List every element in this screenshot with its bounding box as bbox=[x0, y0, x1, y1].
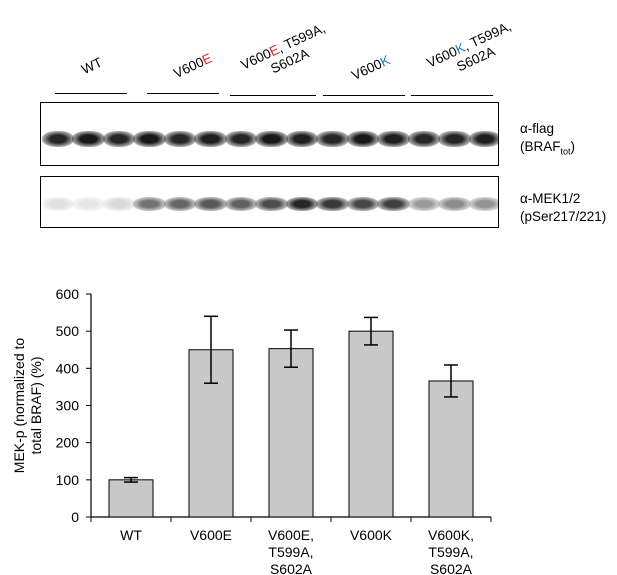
x-tick-label: WT bbox=[120, 527, 142, 543]
flag-target: (BRAFtot) bbox=[520, 139, 576, 157]
mek-band bbox=[133, 197, 166, 211]
flag-band bbox=[133, 131, 166, 147]
flag-band bbox=[407, 131, 441, 147]
y-tick-label: 500 bbox=[56, 323, 80, 339]
flag-band bbox=[316, 131, 349, 147]
mek-band bbox=[316, 197, 349, 211]
mek-band bbox=[255, 197, 288, 211]
x-tick-label: V600K, bbox=[428, 527, 474, 543]
mek-band bbox=[285, 197, 319, 211]
flag-band bbox=[42, 131, 75, 147]
mek-antibody: α-MEK1/2 bbox=[520, 191, 581, 206]
mek-band bbox=[407, 197, 441, 211]
lane-label-0: WT bbox=[79, 55, 105, 78]
lane-line-wt bbox=[55, 93, 127, 95]
lane-label-2: V600E, T599A, S602A bbox=[238, 20, 328, 77]
mek-label: α-MEK1/2 (pSer217/221) bbox=[520, 190, 606, 226]
mek-blot-strip bbox=[40, 176, 499, 228]
flag-band bbox=[346, 131, 380, 147]
y-tick-label: 0 bbox=[71, 509, 79, 525]
y-tick-label: 400 bbox=[56, 360, 80, 376]
flag-band bbox=[285, 131, 319, 147]
y-tick-label: 100 bbox=[56, 472, 80, 488]
x-tick-label: V600E bbox=[190, 527, 232, 543]
lane-label-1: V600E bbox=[171, 50, 215, 82]
lane-line-v600e-t599a-s602a bbox=[230, 95, 316, 97]
lane-line-v600k bbox=[323, 95, 405, 97]
flag-band bbox=[194, 131, 227, 147]
y-axis-label-line1: MEK-p (normalized to bbox=[11, 338, 27, 474]
y-tick-label: 300 bbox=[56, 398, 80, 414]
mek-band bbox=[468, 197, 498, 211]
x-tick-label: V600K bbox=[350, 527, 393, 543]
flag-band bbox=[438, 131, 471, 147]
lane-label-3: V600K bbox=[349, 52, 393, 84]
mek-band bbox=[163, 197, 197, 211]
flag-band bbox=[468, 131, 498, 147]
y-axis-label-line2: total BRAF) (%) bbox=[28, 356, 44, 454]
bar bbox=[268, 348, 314, 518]
mek-band bbox=[102, 197, 136, 211]
lane-label-4: V600K, T599A, S602A bbox=[424, 18, 514, 75]
flag-band bbox=[72, 131, 105, 147]
lane-label-0-part-0: WT bbox=[79, 54, 105, 78]
mek-band bbox=[377, 197, 410, 211]
lane-line-v600e bbox=[147, 93, 219, 95]
flag-antibody: α-flag bbox=[520, 121, 555, 136]
flag-band bbox=[377, 131, 410, 147]
flag-band bbox=[255, 131, 288, 147]
y-tick-label: 600 bbox=[56, 286, 80, 302]
lane-line-v600k-t599a-s602a bbox=[411, 95, 493, 97]
mek-band bbox=[224, 197, 258, 211]
flag-band bbox=[224, 131, 258, 147]
mek-band bbox=[194, 197, 227, 211]
flag-band bbox=[102, 131, 136, 147]
flag-label: α-flag (BRAFtot) bbox=[520, 120, 575, 161]
x-tick-label: V600E, bbox=[268, 527, 314, 543]
x-tick-label: T599A, bbox=[268, 544, 313, 560]
x-tick-label: T599A, bbox=[428, 544, 473, 560]
x-tick-label: S602A bbox=[270, 561, 313, 575]
bar bbox=[348, 330, 394, 518]
mek-target: (pSer217/221) bbox=[520, 209, 607, 224]
mek-band bbox=[438, 197, 471, 211]
y-tick-label: 200 bbox=[56, 435, 80, 451]
mek-band bbox=[72, 197, 105, 211]
flag-band bbox=[163, 131, 197, 147]
bar bbox=[428, 380, 474, 518]
x-tick-label: S602A bbox=[430, 561, 473, 575]
bar bbox=[108, 479, 154, 518]
mek-band bbox=[42, 197, 75, 211]
flag-blot-strip bbox=[40, 102, 499, 166]
bar-chart: 0 100 200 300 400 500 600 MEK-p (normalized to t… bbox=[11, 286, 492, 575]
mek-band bbox=[346, 197, 380, 211]
